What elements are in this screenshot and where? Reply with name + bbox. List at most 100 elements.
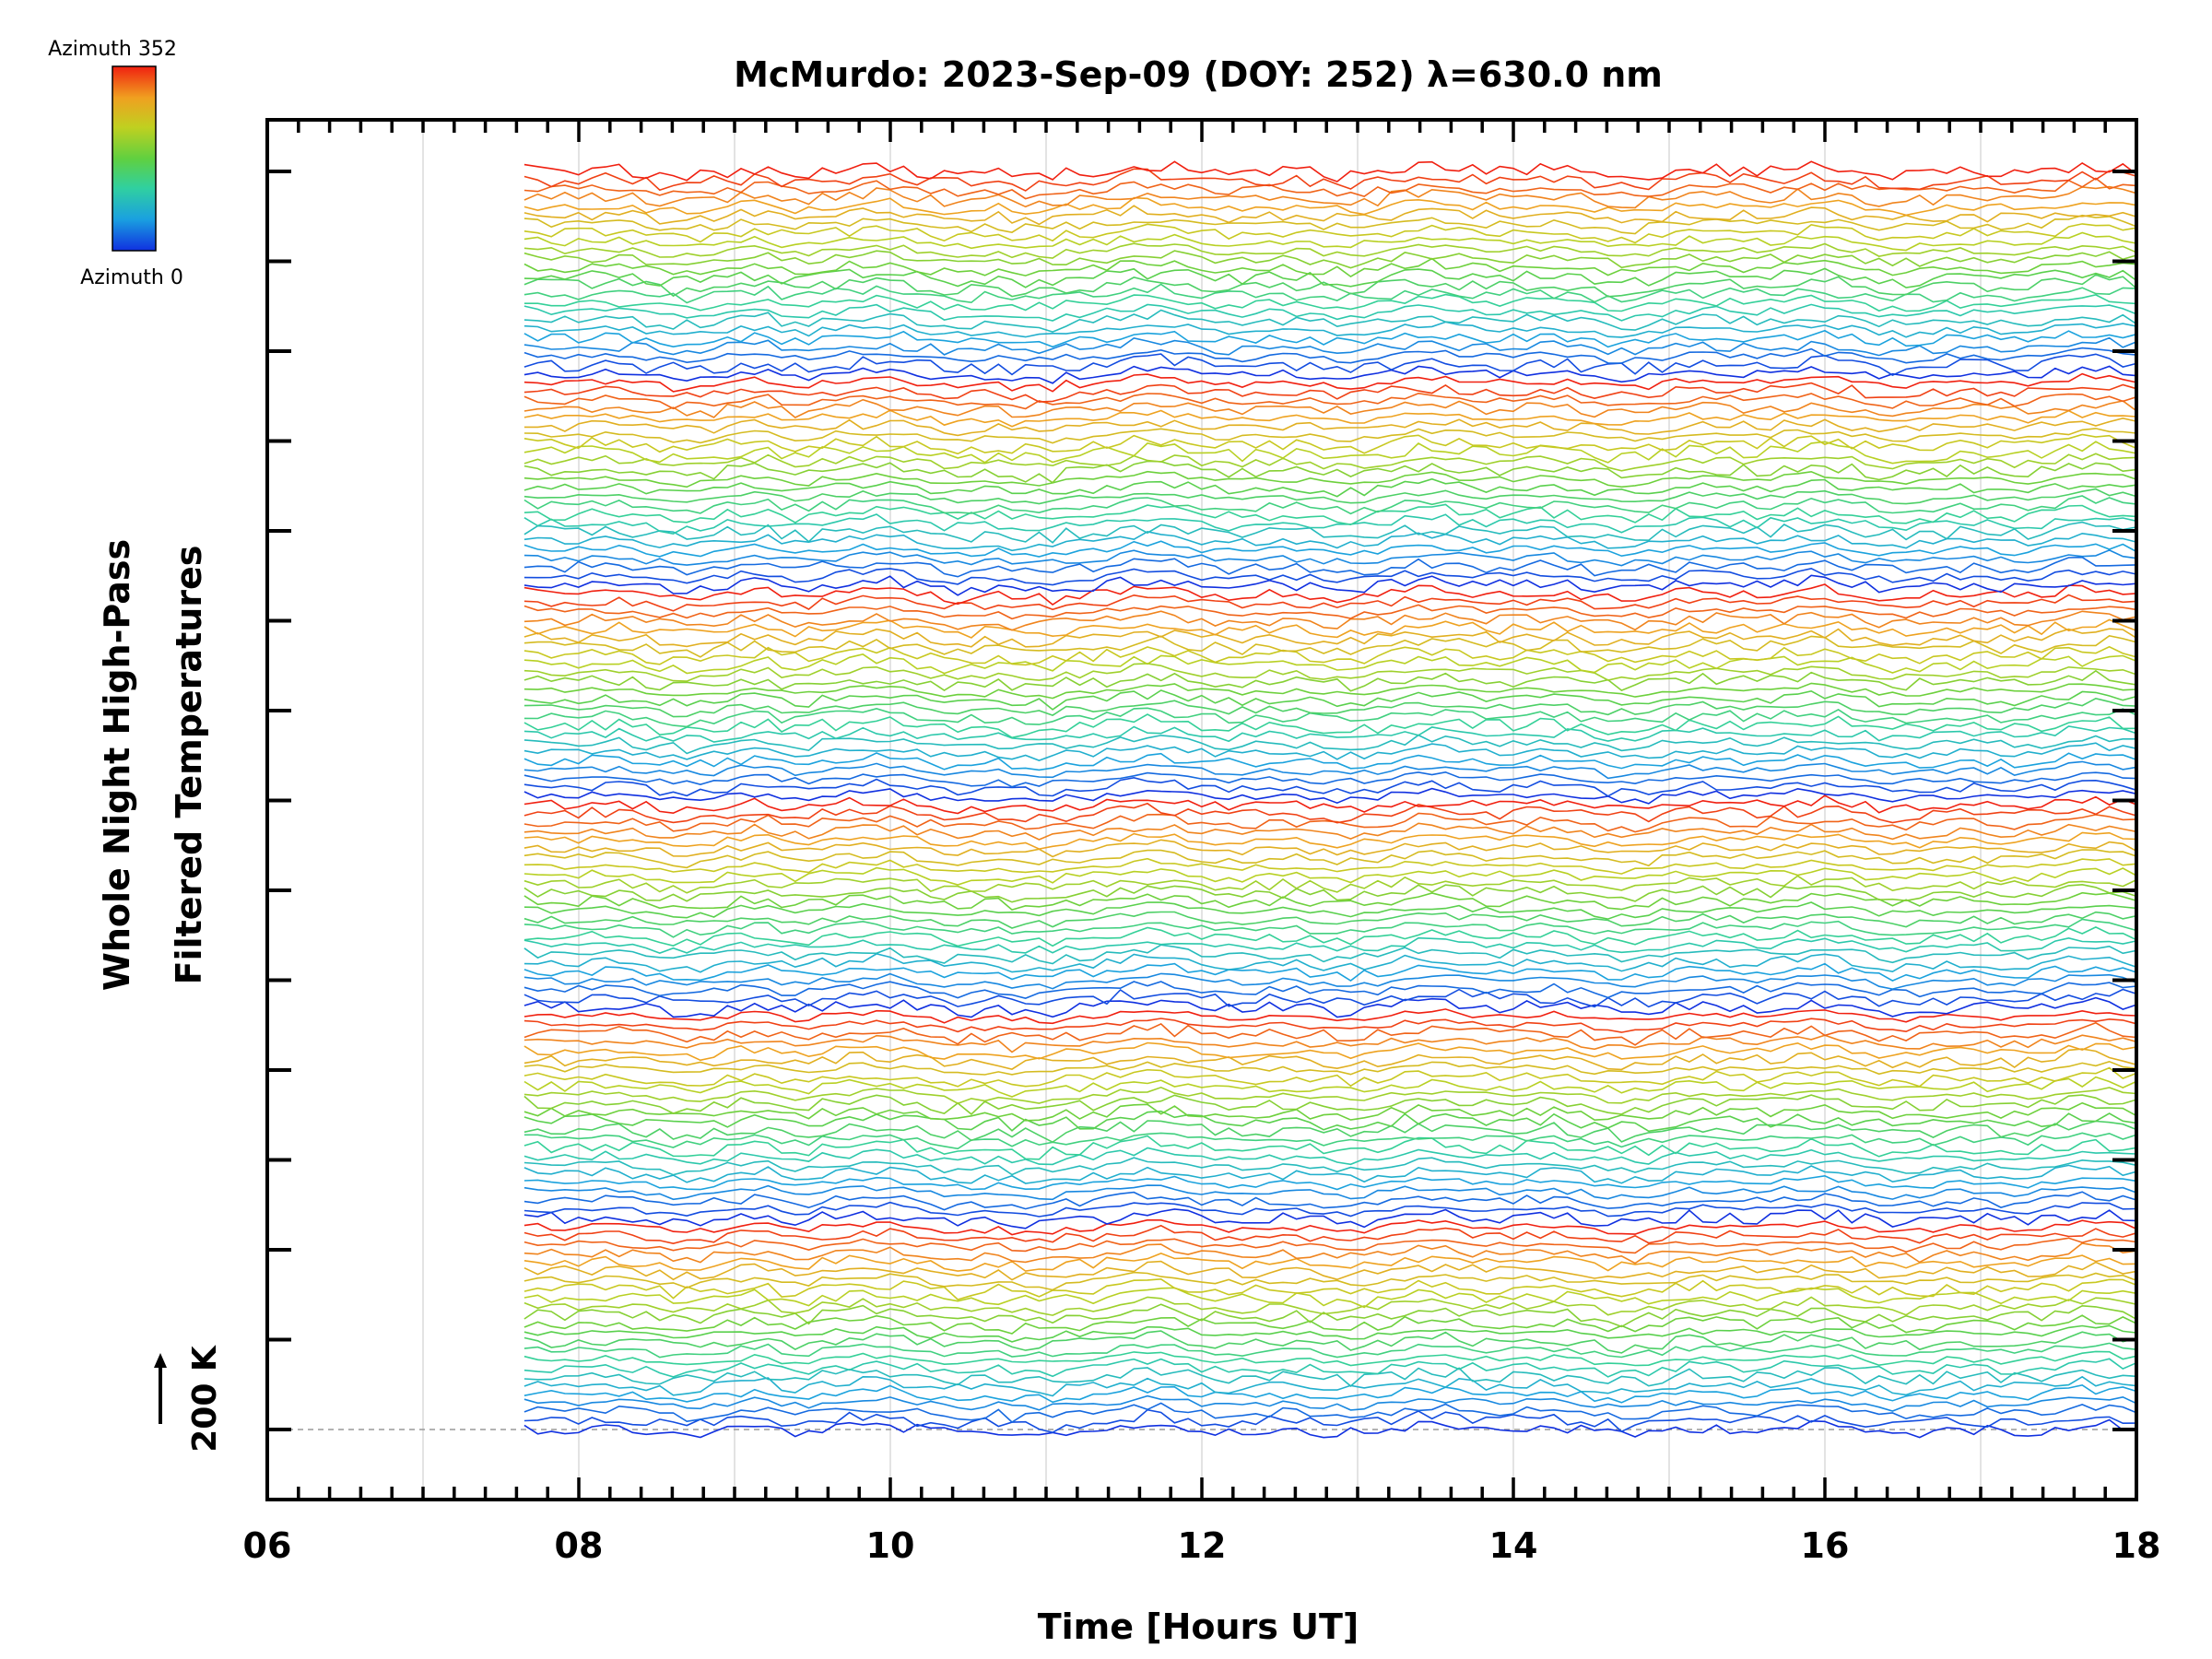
y-axis-label-line-2: Filtered Temperatures	[169, 546, 209, 985]
series-trace-g4-az9	[524, 713, 2137, 739]
series-trace-g1-az11	[524, 1330, 2137, 1354]
series-trace-g4-az11	[524, 697, 2137, 718]
x-tick-label-06: 06	[243, 1525, 292, 1566]
series-trace-g2-az19	[524, 1048, 2137, 1071]
series-trace-g3-az19	[524, 839, 2137, 858]
series-trace-g6-az22	[524, 177, 2137, 200]
series-trace-g2-az24	[524, 1008, 2137, 1025]
x-tick-label-12: 12	[1178, 1525, 1227, 1566]
series-traces	[524, 160, 2137, 1439]
series-trace-g5-az1	[524, 574, 2137, 596]
series-trace-g1-az5	[524, 1383, 2137, 1404]
x-tick-label-10: 10	[866, 1525, 915, 1566]
x-tick-label-16: 16	[1801, 1525, 1850, 1566]
series-trace-g5-az6	[524, 530, 2137, 552]
series-trace-g4-az23	[524, 594, 2137, 612]
series-trace-g5-az11	[524, 488, 2137, 505]
series-trace-g3-az12	[524, 901, 2137, 920]
x-tick-label-18: 18	[2112, 1525, 2161, 1566]
series-trace-g6-az19	[524, 205, 2137, 226]
x-tick-label-14: 14	[1489, 1525, 1538, 1566]
series-trace-g6-az18	[524, 214, 2137, 235]
temperature-scale-marker: 200 K	[154, 1345, 224, 1453]
series-trace-g1-az23	[524, 1224, 2137, 1245]
series-trace-g4-az10	[524, 707, 2137, 728]
series-trace-g2-az12	[524, 1110, 2137, 1133]
series-trace-g3-az17	[524, 857, 2137, 875]
series-trace-g1-az17	[524, 1277, 2137, 1300]
chart-title: McMurdo: 2023-Sep-09 (DOY: 252) λ=630.0 …	[734, 54, 1663, 95]
series-trace-g2-az23	[524, 1018, 2137, 1033]
series-trace-g6-az13	[524, 257, 2137, 278]
series-trace-g2-az2	[524, 1201, 2137, 1218]
series-trace-g3-az14	[524, 883, 2137, 903]
series-trace-g6-az7	[524, 309, 2137, 333]
series-trace-g5-az7	[524, 521, 2137, 544]
scale-label: 200 K	[186, 1345, 224, 1453]
series-trace-g1-az10	[524, 1342, 2137, 1359]
series-trace-g1-az13	[524, 1314, 2137, 1335]
series-trace-g1-az20	[524, 1253, 2137, 1272]
y-axis-label: Whole Night High-Pass Filtered Temperatu…	[97, 539, 209, 991]
series-trace-g4-az19	[524, 628, 2137, 648]
series-trace-g1-az7	[524, 1367, 2137, 1387]
y-axis-label-line-1: Whole Night High-Pass	[97, 539, 137, 991]
series-trace-g1-az3	[524, 1402, 2137, 1424]
series-trace-g5-az14	[524, 460, 2137, 484]
series-trace-g2-az5	[524, 1174, 2137, 1191]
series-trace-g3-az11	[524, 911, 2137, 929]
series-trace-g2-az13	[524, 1101, 2137, 1122]
series-trace-g3-az21	[524, 822, 2137, 841]
series-trace-g2-az15	[524, 1086, 2137, 1105]
series-trace-g3-az23	[524, 802, 2137, 824]
series-trace-g1-az15	[524, 1296, 2137, 1316]
x-axis-ticks: 06 08 10 12 14 16 18	[243, 120, 2161, 1566]
series-trace-g6-az1	[524, 365, 2137, 384]
series-trace-g5-az9	[524, 503, 2137, 526]
series-trace-g3-az22	[524, 812, 2137, 833]
series-trace-g4-az22	[524, 604, 2137, 620]
series-trace-g1-az1	[524, 1418, 2137, 1439]
series-trace-g3-az8	[524, 936, 2137, 954]
colorbar-gradient	[112, 65, 157, 252]
series-trace-g6-az14	[524, 250, 2137, 269]
series-trace-g1-az16	[524, 1287, 2137, 1309]
series-trace-g6-az20	[524, 196, 2137, 217]
series-trace-g6-az5	[524, 329, 2137, 348]
series-trace-g6-az12	[524, 267, 2137, 288]
series-trace-g6-az8	[524, 303, 2137, 322]
series-trace-g6-az3	[524, 347, 2137, 364]
series-trace-g3-az7	[524, 944, 2137, 965]
series-trace-g6-az24	[524, 160, 2137, 182]
series-trace-g6-az11	[524, 274, 2137, 298]
series-trace-g1-az6	[524, 1375, 2137, 1397]
series-trace-g6-az17	[524, 223, 2137, 244]
series-trace-g6-az9	[524, 293, 2137, 312]
series-trace-g5-az18	[524, 428, 2137, 444]
series-trace-g6-az6	[524, 321, 2137, 338]
series-trace-g2-az9	[524, 1135, 2137, 1160]
series-trace-g4-az8	[524, 725, 2137, 743]
series-trace-g6-az23	[524, 168, 2137, 192]
series-trace-g5-az15	[524, 453, 2137, 472]
series-trace-g1-az22	[524, 1237, 2137, 1254]
series-trace-g2-az6	[524, 1164, 2137, 1184]
series-trace-g3-az10	[524, 918, 2137, 938]
series-trace-g6-az2	[524, 353, 2137, 377]
series-trace-g2-az7	[524, 1157, 2137, 1176]
series-trace-g6-az16	[524, 231, 2137, 252]
series-trace-g2-az20	[524, 1041, 2137, 1062]
series-trace-g1-az24	[524, 1218, 2137, 1236]
series-trace-g2-az4	[524, 1184, 2137, 1201]
series-trace-g4-az5	[524, 752, 2137, 771]
x-axis-label: Time [Hours UT]	[1038, 1606, 1359, 1647]
series-trace-g4-az18	[524, 634, 2137, 658]
series-trace-g3-az18	[524, 849, 2137, 869]
series-trace-g2-az11	[524, 1120, 2137, 1144]
series-trace-g5-az22	[524, 392, 2137, 410]
series-trace-g2-az14	[524, 1094, 2137, 1115]
series-trace-g4-az24	[524, 583, 2137, 606]
series-trace-g1-az12	[524, 1324, 2137, 1343]
series-trace-g5-az2	[524, 567, 2137, 586]
series-trace-g3-az1	[524, 996, 2137, 1018]
